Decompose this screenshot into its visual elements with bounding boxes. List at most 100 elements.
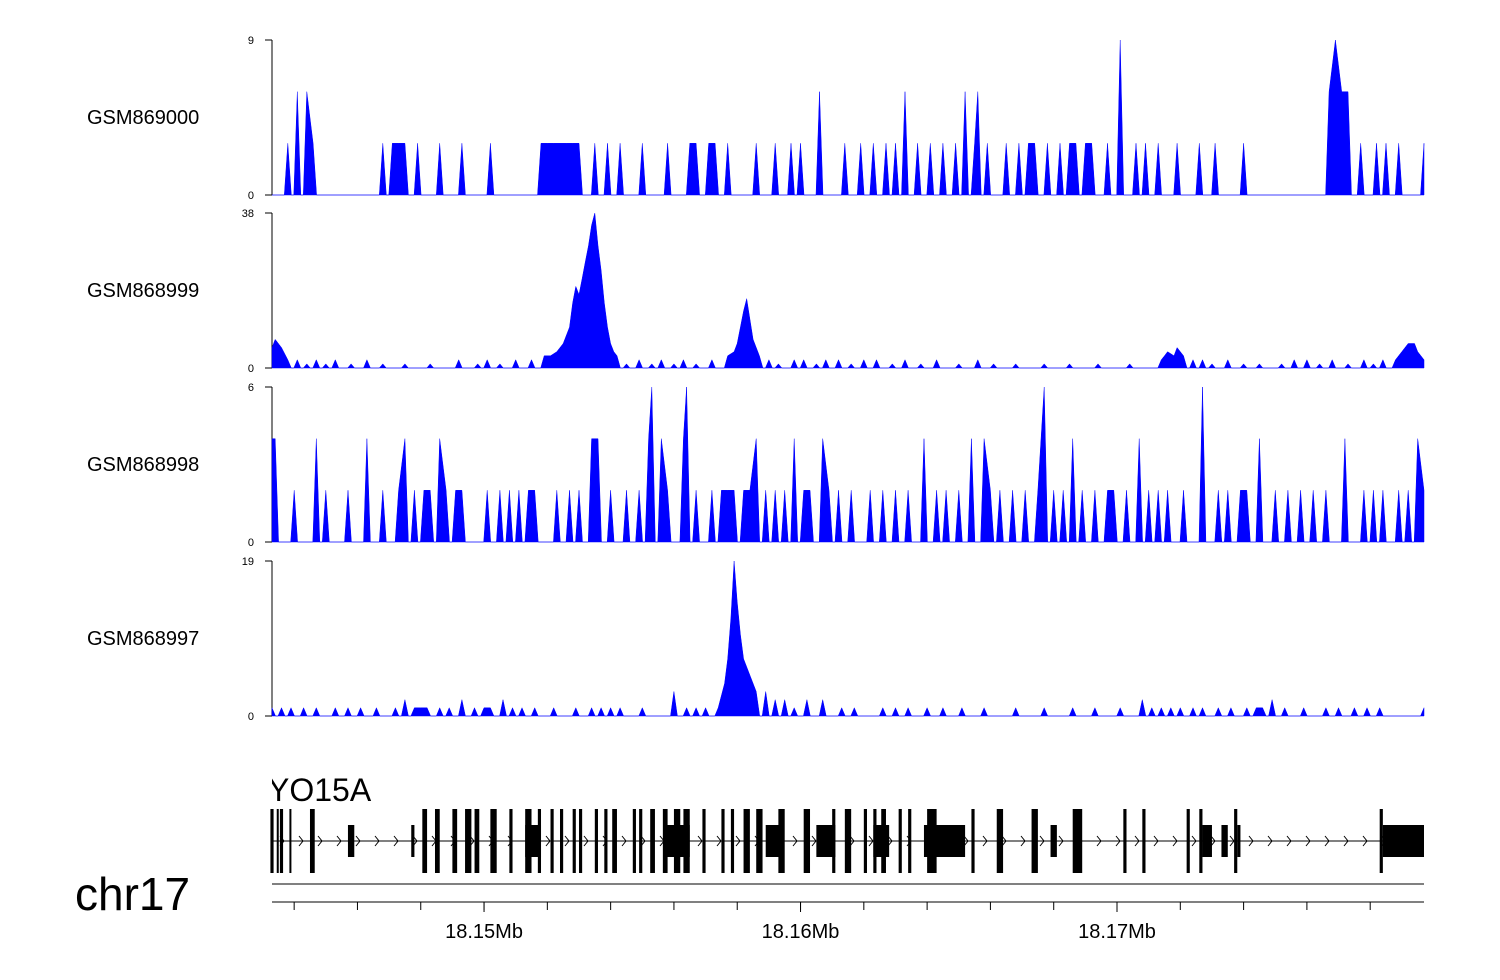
strand-arrow [1343,835,1349,847]
exon [863,809,867,873]
exon [560,809,564,873]
exon-utr [1221,825,1228,857]
signal-area [271,212,1425,369]
exon [683,809,690,873]
x-tick-label: 18.15Mb [445,921,523,943]
exon [650,809,655,873]
strand-arrow [887,835,893,847]
x-tick-label: 18.17Mb [1078,921,1156,943]
strand-arrow [317,835,323,847]
gene-structure [270,809,1424,873]
exon [572,809,576,873]
track-label: GSM869000 [87,107,199,129]
exon [490,809,497,873]
genomic-axis: 18.15Mb 18.16Mb 18.17Mb [272,883,1424,943]
exon [702,809,706,873]
exon [550,809,554,873]
exon [743,809,750,873]
exon [525,809,532,873]
exon [1123,809,1127,873]
exon-utr [765,825,782,857]
strand-arrow [393,835,399,847]
strand-arrow [716,835,722,847]
exon [1379,809,1383,873]
exon [756,809,763,873]
exon [632,809,636,873]
strand-arrow [1210,835,1216,847]
exon-utr [411,825,415,857]
strand-arrow [982,835,988,847]
exon [594,809,598,873]
strand-arrow [583,835,589,847]
strand-arrow [1191,835,1197,847]
strand-arrow [735,835,741,847]
strand-arrow [1096,835,1102,847]
exon [578,809,583,873]
exon [434,809,440,873]
strand-arrow [355,835,361,847]
exon [474,809,480,873]
exon [1199,809,1203,873]
exon [604,809,608,873]
strand-arrow [1324,835,1330,847]
exon-utr [1237,825,1241,857]
gene-track: YO15A [270,772,1424,873]
track-GSM869000: GSM869000 9 0 [87,35,1425,202]
exon [509,809,513,873]
exon [1186,809,1190,873]
exon-utr [1202,825,1212,857]
strand-arrow [963,835,969,847]
signal-area [271,560,1425,717]
exon [612,809,617,873]
exon [1031,809,1038,873]
signal-area [271,386,1425,543]
strand-arrow [1039,835,1045,847]
exon [908,809,912,873]
track-label: GSM868997 [87,628,199,650]
strand-arrow [564,835,570,847]
strand-arrow [697,835,703,847]
track-GSM868998: GSM868998 6 0 [87,382,1425,549]
signal-area [272,39,1425,196]
exon [452,809,458,873]
exon [803,809,811,873]
strand-arrow [640,835,646,847]
strand-arrow [1248,835,1254,847]
exon [279,809,284,873]
exon [662,809,668,873]
y-tick-label-min: 0 [248,537,254,549]
exon [881,809,886,873]
exon [844,809,852,873]
exon [1234,809,1238,873]
strand-arrow [374,835,380,847]
track-GSM868997: GSM868997 19 0 [87,556,1425,723]
exon [309,809,315,873]
exon [276,809,279,873]
exon [1072,809,1083,873]
exon-utr [816,825,836,857]
strand-arrow [1001,835,1007,847]
exon-utr [1382,825,1424,857]
y-tick-label-max: 6 [248,382,254,394]
axis-ticks: 18.15Mb 18.16Mb 18.17Mb [293,902,1371,943]
strand-arrow [298,835,304,847]
strand-arrow [1229,835,1235,847]
y-tick-label-max: 9 [248,35,254,47]
track-GSM868999: GSM868999 38 0 [87,208,1425,375]
exon [996,809,1004,873]
data-tracks: GSM86900090GSM868999380GSM86899860GSM868… [87,35,1425,723]
exon [270,809,274,873]
exon [927,809,937,873]
strand-arrow [811,835,817,847]
exon [673,809,681,873]
strand-arrow [1153,835,1159,847]
exon [721,809,725,873]
strand-arrow [868,835,874,847]
exon [465,809,472,873]
exon-utr [347,825,355,857]
exon [422,809,428,873]
strand-arrow [1362,835,1368,847]
chromosome-label: chr17 [75,868,190,920]
strand-arrow [1115,835,1121,847]
